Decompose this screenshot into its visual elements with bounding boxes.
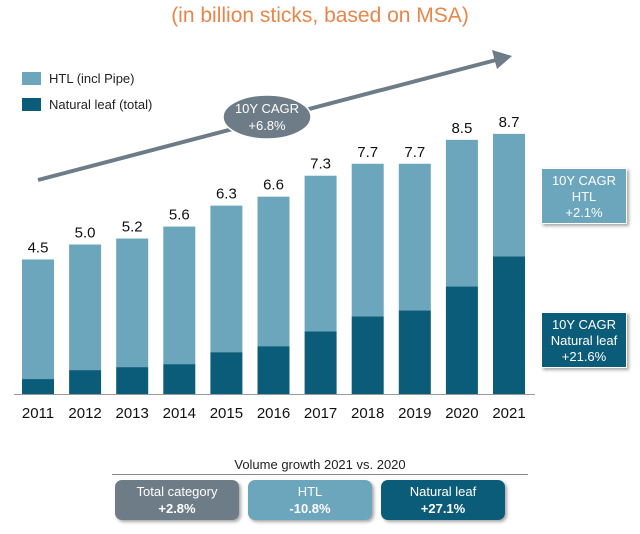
legend: HTL (incl Pipe) Natural leaf (total) [22, 67, 152, 119]
bar-natural-leaf-2021 [493, 256, 525, 394]
x-tick-label-2021: 2021 [492, 405, 525, 422]
cagr-overall-value: +6.8% [248, 118, 286, 133]
bar-htl-2021 [493, 133, 525, 257]
bar-total-label-2016: 6.6 [263, 177, 284, 194]
bar-htl-2011 [22, 259, 54, 380]
bar-total-label-2019: 7.7 [404, 144, 425, 161]
bar-htl-2014 [163, 226, 196, 365]
x-tick-label-2018: 2018 [351, 405, 384, 422]
bar-total-label-2018: 7.7 [357, 144, 378, 161]
legend-label-natural-leaf: Natural leaf (total) [49, 96, 153, 112]
cagr-overall-ellipse [222, 94, 312, 140]
bar-total-label-2011: 4.5 [28, 239, 49, 256]
cagr-htl-value: +2.1% [565, 205, 603, 220]
volume-growth-htl-label: HTL [297, 484, 323, 499]
x-tick-label-2016: 2016 [257, 405, 290, 422]
bar-total-label-2012: 5.0 [75, 225, 96, 242]
bar-natural-leaf-2017 [304, 331, 337, 394]
cagr-natural-value: +21.6% [561, 349, 607, 364]
bar-total-label-2017: 7.3 [310, 156, 331, 173]
bar-natural-leaf-2015 [210, 352, 243, 394]
cagr-natural-line1: 10Y CAGR [551, 317, 617, 332]
bar-total-label-2015: 6.3 [216, 186, 237, 203]
x-tick-label-2012: 2012 [68, 405, 101, 422]
bar-htl-2018 [351, 163, 384, 317]
volume-growth-divider [112, 474, 528, 475]
cagr-natural-line2: Natural leaf [550, 333, 618, 348]
cagr-htl-line2: HTL [571, 189, 597, 204]
chart-subtitle: (in billion sticks, based on MSA) [171, 4, 469, 27]
x-tick-label-2015: 2015 [210, 405, 243, 422]
cagr-natural-leaf-box: 10Y CAGR Natural leaf +21.6% [541, 312, 627, 368]
x-tick-label-2013: 2013 [116, 405, 149, 422]
bar-htl-2017 [304, 175, 337, 332]
cagr-overall-line1: 10Y CAGR [235, 101, 299, 116]
bar-htl-2020 [445, 139, 478, 287]
bar-total-label-2020: 8.5 [451, 120, 472, 137]
volume-growth-total-label: Total category [136, 484, 218, 499]
bar-natural-leaf-2019 [398, 310, 431, 394]
volume-growth-total-value: +2.8% [158, 501, 196, 516]
cagr-trend-arrowhead [492, 50, 512, 69]
bar-total-label-2013: 5.2 [122, 219, 143, 236]
legend-swatch-htl [22, 71, 41, 85]
bar-total-label-2014: 5.6 [169, 207, 190, 224]
bar-natural-leaf-2020 [445, 286, 478, 394]
volume-growth-natural-box: Natural leaf +27.1% [381, 480, 505, 520]
x-tick-label-2020: 2020 [445, 405, 478, 422]
bar-natural-leaf-2014 [163, 364, 196, 394]
bar-natural-leaf-2012 [69, 370, 102, 394]
bar-htl-2013 [116, 238, 149, 368]
x-tick-label-2011: 2011 [22, 405, 54, 422]
volume-growth-natural-label: Natural leaf [409, 484, 477, 499]
x-tick-label-2019: 2019 [398, 405, 431, 422]
bar-natural-leaf-2018 [351, 316, 384, 394]
volume-growth-htl-box: HTL -10.8% [248, 480, 372, 520]
volume-growth-total-box: Total category +2.8% [115, 480, 239, 520]
bar-natural-leaf-2016 [257, 346, 290, 394]
bar-htl-2016 [257, 196, 290, 347]
legend-item-natural-leaf: Natural leaf (total) [22, 93, 152, 115]
bar-natural-leaf-2011 [22, 379, 54, 394]
bar-htl-2012 [69, 244, 102, 371]
x-tick-label-2017: 2017 [304, 405, 337, 422]
legend-item-htl: HTL (incl Pipe) [22, 67, 152, 89]
cagr-htl-line1: 10Y CAGR [551, 173, 617, 188]
bar-htl-2019 [398, 163, 431, 311]
cagr-htl-box: 10Y CAGR HTL +2.1% [541, 168, 627, 224]
legend-label-htl: HTL (incl Pipe) [49, 70, 135, 86]
volume-growth-htl-value: -10.8% [289, 501, 331, 516]
bar-natural-leaf-2013 [116, 367, 149, 394]
bar-htl-2015 [210, 205, 243, 353]
volume-growth-natural-value: +27.1% [420, 501, 466, 516]
legend-swatch-natural-leaf [22, 97, 41, 111]
bar-total-label-2021: 8.7 [499, 114, 520, 131]
volume-growth-title: Volume growth 2021 vs. 2020 [234, 457, 406, 472]
x-tick-label-2014: 2014 [163, 405, 196, 422]
